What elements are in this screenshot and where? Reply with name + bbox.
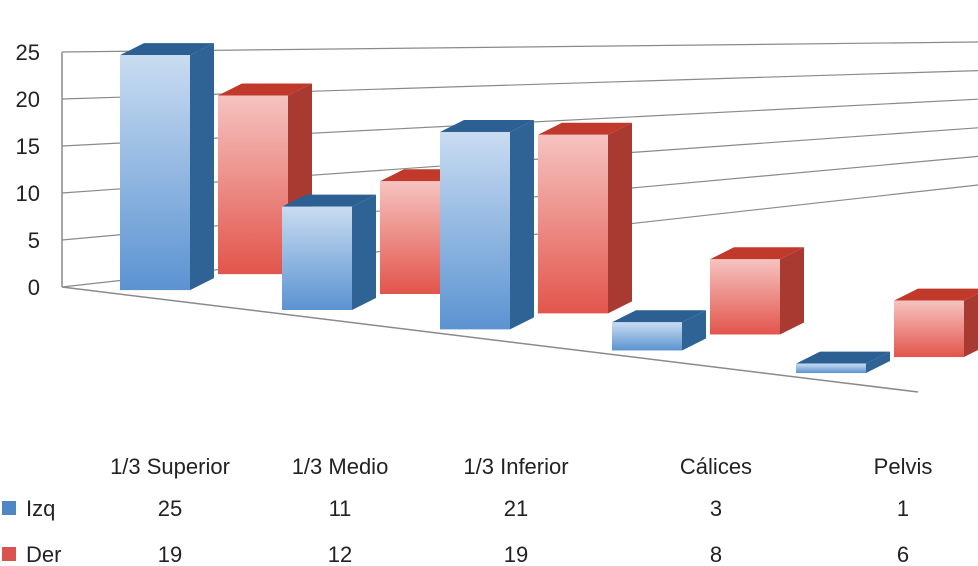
category-label: 1/3 Medio — [292, 454, 389, 479]
y-tick-label: 5 — [28, 228, 40, 253]
bar-front — [282, 206, 352, 310]
table-value: 25 — [158, 496, 182, 521]
bar-front — [796, 363, 866, 374]
bar-top — [796, 351, 890, 364]
y-tick-label: 0 — [28, 275, 40, 300]
y-tick-label: 25 — [16, 40, 40, 65]
bar-front — [218, 95, 288, 275]
y-tick-label: 15 — [16, 134, 40, 159]
bar-top — [218, 83, 312, 96]
bar-izq-3 — [612, 310, 706, 351]
bar-front — [894, 300, 964, 358]
legend-swatch — [2, 501, 16, 515]
bar-front — [710, 259, 780, 335]
table-value: 21 — [504, 496, 528, 521]
category-label: 1/3 Inferior — [463, 454, 568, 479]
bar-front — [612, 322, 682, 351]
table-value: 8 — [710, 542, 722, 566]
series-name: Izq — [26, 496, 55, 521]
table-value: 19 — [504, 542, 528, 566]
bar-side — [190, 43, 214, 291]
bar-der-2 — [538, 122, 632, 314]
bar-izq-0 — [120, 43, 214, 291]
bar-der-4 — [894, 288, 978, 358]
table-value: 1 — [897, 496, 909, 521]
gridline — [61, 41, 978, 53]
bar-side — [352, 194, 376, 310]
bar-side — [608, 122, 632, 314]
bar-front — [380, 181, 450, 295]
category-label: Cálices — [680, 454, 752, 479]
series-name: Der — [26, 542, 61, 566]
bar-der-0 — [218, 83, 312, 275]
bar-izq-2 — [440, 119, 534, 330]
y-tick-label: 10 — [16, 181, 40, 206]
bar-izq-1 — [282, 194, 376, 310]
gridline — [61, 70, 978, 100]
bar-side — [682, 310, 706, 351]
data-table: 1/3 Superior 1/3 Medio 1/3 Inferior Cálices… — [2, 454, 932, 566]
table-value: 3 — [710, 496, 722, 521]
chart-walls — [61, 52, 919, 393]
bar-top — [282, 194, 376, 207]
bar-top — [612, 310, 706, 323]
bar-front — [538, 134, 608, 314]
bar-front — [440, 131, 510, 330]
table-value: 6 — [897, 542, 909, 566]
y-axis-ticks: 0 5 10 15 20 25 — [16, 40, 40, 300]
bar-side — [866, 351, 890, 374]
bar-izq-4 — [796, 351, 890, 374]
bar-top — [120, 43, 214, 56]
floor-front-edge — [61, 286, 919, 393]
y-tick-label: 20 — [16, 87, 40, 112]
bar-front — [120, 55, 190, 291]
table-value: 12 — [328, 542, 352, 566]
bar-top — [440, 119, 534, 132]
bar-side — [780, 247, 804, 335]
legend-swatch — [2, 547, 16, 561]
bars — [120, 43, 978, 374]
bar-der-3 — [710, 247, 804, 335]
table-value: 19 — [158, 542, 182, 566]
table-value: 11 — [329, 496, 352, 521]
bar-top — [894, 288, 978, 301]
bar-top — [538, 122, 632, 135]
category-label: Pelvis — [874, 454, 933, 479]
bar-top — [710, 247, 804, 260]
bar-side — [510, 119, 534, 330]
bar-side — [964, 293, 978, 358]
category-label: 1/3 Superior — [110, 454, 230, 479]
